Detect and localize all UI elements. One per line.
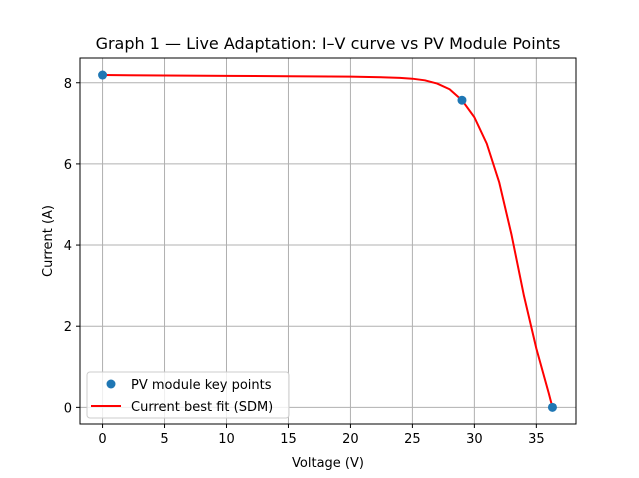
data-point <box>547 402 557 412</box>
x-tick-label: 35 <box>528 432 545 447</box>
y-tick-label: 4 <box>64 239 72 254</box>
legend: PV module key points Current best fit (S… <box>86 371 290 419</box>
data-point <box>457 95 467 105</box>
x-tick-label: 15 <box>280 432 297 447</box>
legend-label-fit: Current best fit (SDM) <box>131 400 273 415</box>
chart-title: Graph 1 — Live Adaptation: I–V curve vs … <box>96 34 561 53</box>
y-tick-label: 8 <box>64 77 72 92</box>
data-point <box>98 70 108 80</box>
x-tick-label: 0 <box>98 432 106 447</box>
x-tick-label: 25 <box>404 432 421 447</box>
y-tick-label: 6 <box>64 158 72 173</box>
y-axis-label: Current (A) <box>41 205 56 277</box>
ticks: 0 5 10 15 20 25 30 35 0 2 4 6 8 <box>64 77 545 447</box>
series-line-fit <box>102 74 554 408</box>
series-layer <box>98 70 557 412</box>
x-tick-label: 20 <box>342 432 359 447</box>
legend-box <box>86 371 290 419</box>
x-tick-label: 10 <box>218 432 235 447</box>
y-tick-label: 0 <box>64 401 72 416</box>
legend-marker-points <box>106 379 116 389</box>
x-tick-label: 30 <box>466 432 483 447</box>
legend-label-points: PV module key points <box>131 378 272 393</box>
y-tick-label: 2 <box>64 320 72 335</box>
x-tick-label: 5 <box>160 432 168 447</box>
axes-frame <box>79 57 577 425</box>
x-axis-label: Voltage (V) <box>292 456 364 471</box>
